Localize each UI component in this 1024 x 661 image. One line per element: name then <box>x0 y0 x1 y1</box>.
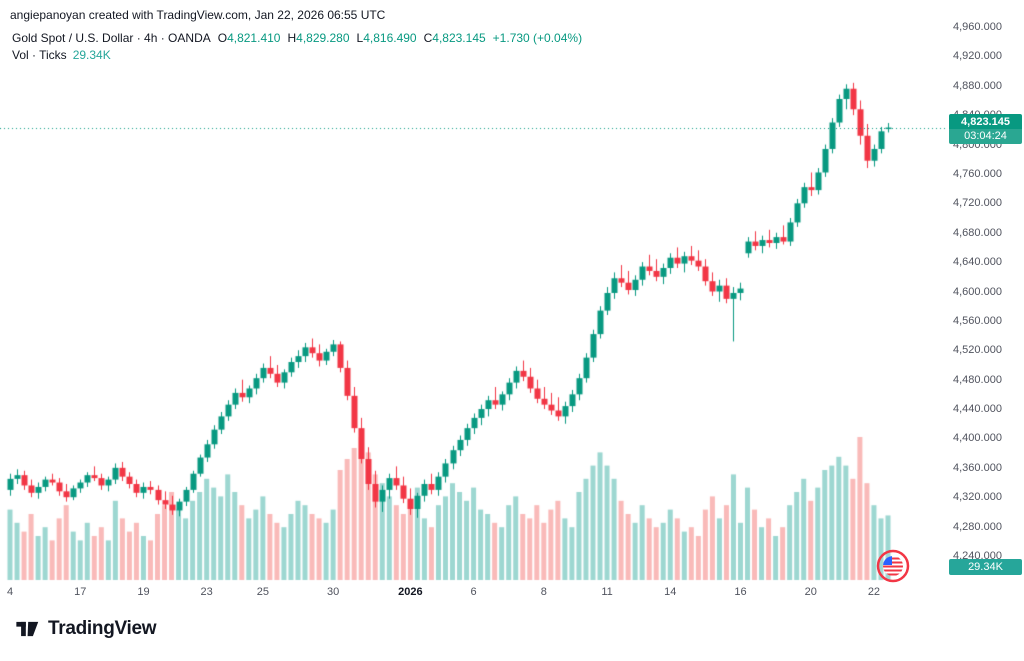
time-tick-label: 11 <box>601 586 613 598</box>
price-tick-label: 4,960.000 <box>953 21 1002 33</box>
close-value: 4,823.145 <box>432 31 486 45</box>
tradingview-logo-icon <box>16 621 39 637</box>
open-group: O4,821.410 <box>218 31 281 45</box>
price-tick-label: 4,440.000 <box>953 403 1002 416</box>
volume-value: 29.34K <box>72 48 111 62</box>
price-tick-label: 4,760.000 <box>953 167 1002 180</box>
price-axis[interactable]: 4,960.0004,920.0004,880.0004,840.0004,80… <box>950 0 1024 580</box>
time-tick-label: 19 <box>137 586 150 598</box>
legend-ohlc-row: Gold Spot / U.S. Dollar · 4h · OANDA O4,8… <box>12 30 582 47</box>
time-tick-label: 23 <box>200 586 213 598</box>
time-tick-label: 2026 <box>398 586 423 598</box>
price-tick-label: 4,360.000 <box>953 461 1002 474</box>
price-tick-label: 4,600.000 <box>953 285 1002 298</box>
low-group: L4,816.490 <box>357 31 417 45</box>
current-price-value: 4,823.145 <box>961 115 1010 128</box>
high-label: H <box>287 31 297 45</box>
tradingview-brand-text: TradingView <box>48 618 157 639</box>
time-axis[interactable]: 4 17 19 23 25 30 2026 6 8 11 14 16 20 22 <box>0 580 1024 606</box>
open-value: 4,821.410 <box>227 31 281 45</box>
time-tick-label: 6 <box>470 586 477 598</box>
close-group: C4,823.145 <box>424 31 486 45</box>
time-tick-label: 4 <box>6 586 14 598</box>
low-value: 4,816.490 <box>363 31 417 45</box>
time-tick-label: 20 <box>804 586 817 598</box>
price-tick-label: 4,720.000 <box>953 197 1002 210</box>
price-tick-label: 4,280.000 <box>953 520 1002 533</box>
symbol-title[interactable]: Gold Spot / U.S. Dollar · 4h · OANDA <box>12 31 211 45</box>
current-price-badge: 4,823.145 03:04:24 <box>949 113 1022 144</box>
us-flag-icon <box>876 549 910 583</box>
open-label: O <box>217 31 228 45</box>
attribution-text: angiepanoyan created with TradingView.co… <box>10 8 386 22</box>
price-tick-label: 4,680.000 <box>953 226 1002 239</box>
price-tick-label: 4,920.000 <box>953 50 1002 63</box>
price-tick-label: 4,880.000 <box>953 79 1002 92</box>
time-tick-label: 22 <box>867 586 881 598</box>
high-value: 4,829.280 <box>296 31 350 45</box>
time-tick-label: 8 <box>540 586 547 598</box>
high-group: H4,829.280 <box>287 31 349 45</box>
low-label: L <box>356 31 364 45</box>
current-volume-badge: 29.34K <box>949 559 1022 575</box>
time-tick-label: 17 <box>74 586 87 598</box>
legend-volume-row: Vol · Ticks 29.34K <box>12 47 582 64</box>
close-label: C <box>423 31 433 45</box>
time-tick-label: 16 <box>734 586 747 598</box>
time-tick-label: 30 <box>326 586 340 598</box>
chart-legend: Gold Spot / U.S. Dollar · 4h · OANDA O4,8… <box>12 30 582 64</box>
tradingview-footer[interactable]: TradingView <box>14 616 157 642</box>
price-tick-label: 4,400.000 <box>953 432 1002 445</box>
price-tick-label: 4,640.000 <box>953 256 1002 269</box>
price-tick-label: 4,480.000 <box>953 373 1002 386</box>
price-tick-label: 4,520.000 <box>953 344 1002 357</box>
time-tick-label: 14 <box>664 586 677 598</box>
price-tick-label: 4,560.000 <box>953 314 1002 327</box>
time-tick-label: 25 <box>256 586 269 598</box>
bar-countdown: 03:04:24 <box>949 128 1022 144</box>
change-value: +1.730 (+0.04%) <box>492 31 583 45</box>
volume-label[interactable]: Vol · Ticks <box>12 48 67 62</box>
price-tick-label: 4,320.000 <box>953 491 1002 504</box>
